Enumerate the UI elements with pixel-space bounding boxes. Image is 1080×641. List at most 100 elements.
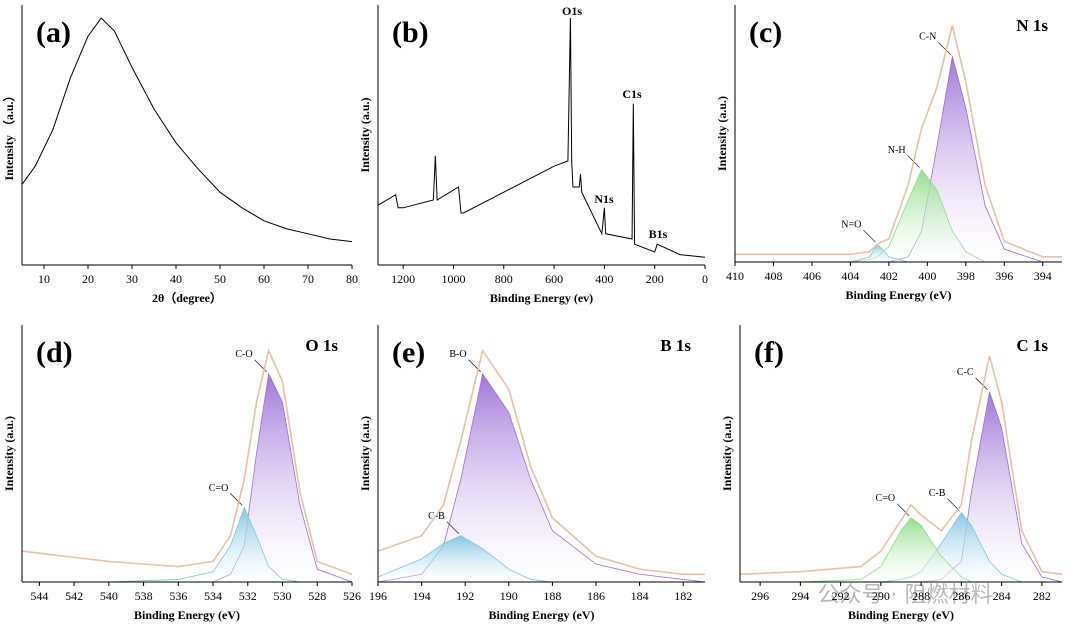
x-tick-label: 398: [957, 269, 975, 283]
x-tick-label: 800: [495, 272, 513, 286]
peak-label: C=O: [876, 493, 896, 504]
panel-label: (b): [392, 16, 429, 49]
x-axis-title: Binding Energy (eV): [848, 608, 954, 622]
x-axis-title: Binding Energy (eV): [488, 608, 594, 622]
peak-arrow: [896, 503, 910, 517]
x-tick-label: 538: [135, 589, 153, 603]
curve: [735, 25, 1062, 258]
x-tick-label: 290: [872, 589, 890, 603]
x-axis-title: Binding Energy (eV): [845, 288, 951, 302]
peak-arrow: [446, 521, 460, 535]
peak-area: [22, 372, 353, 583]
peak-label: N1s: [594, 192, 614, 206]
curve: [21, 17, 353, 243]
peak-area: [735, 168, 1062, 263]
panel-label: (f): [754, 336, 784, 369]
peak-label: C-C: [957, 367, 974, 378]
x-tick-label: 534: [204, 589, 222, 603]
x-tick-label: 528: [308, 589, 326, 603]
x-tick-label: 400: [595, 272, 613, 286]
peak-label: C-B: [428, 511, 445, 522]
x-tick-label: 0: [702, 272, 708, 286]
x-tick-label: 186: [587, 589, 605, 603]
x-tick-label: 600: [545, 272, 563, 286]
x-tick-label: 184: [631, 589, 649, 603]
y-axis-title: Intensity (a.u.): [715, 96, 729, 171]
x-tick-label: 542: [65, 589, 83, 603]
watermark: 公众号 · 阻燃材料: [818, 583, 993, 608]
curve: [377, 348, 705, 576]
curve: [21, 348, 353, 576]
x-tick-label: 296: [751, 589, 769, 603]
panel-title: O 1s: [305, 336, 338, 355]
x-tick-label: 540: [100, 589, 118, 603]
y-axis-title: Intensity （a.u.）: [1, 89, 16, 180]
y-axis-title: Intensity (a.u.): [358, 97, 372, 172]
x-tick-label: 530: [274, 589, 292, 603]
peak-label: N-H: [888, 145, 906, 156]
x-tick-label: 194: [413, 589, 431, 603]
x-tick-label: 400: [918, 269, 936, 283]
x-tick-label: 544: [30, 589, 48, 603]
x-tick-label: 394: [1034, 269, 1052, 283]
x-tick-label: 200: [646, 272, 664, 286]
peak-arrow: [230, 493, 243, 506]
x-tick-label: 1200: [391, 272, 415, 286]
x-tick-label: 396: [995, 269, 1013, 283]
panel-title: B 1s: [660, 336, 691, 355]
panel-label: (a): [36, 16, 71, 49]
y-axis-title: Intensity (a.u.): [720, 416, 734, 491]
x-tick-label: 40: [170, 272, 182, 286]
peak-arrow: [863, 229, 876, 243]
peak-label: C-N: [919, 32, 936, 43]
x-tick-label: 402: [880, 269, 898, 283]
x-tick-label: 30: [126, 272, 138, 286]
x-tick-label: 284: [993, 589, 1011, 603]
panel-label: (e): [392, 336, 425, 369]
x-tick-label: 70: [302, 272, 314, 286]
peak-label: C=O: [209, 483, 229, 494]
x-tick-label: 190: [500, 589, 518, 603]
x-tick-label: 196: [369, 589, 387, 603]
x-tick-label: 192: [456, 589, 474, 603]
peak-label: C1s: [622, 87, 642, 101]
x-tick-label: 536: [169, 589, 187, 603]
x-tick-label: 294: [791, 589, 809, 603]
peak-label: C-B: [929, 488, 946, 499]
x-tick-label: 282: [1033, 589, 1051, 603]
panel-title: C 1s: [1016, 336, 1048, 355]
peak-label: N=O: [841, 219, 861, 230]
curve: [739, 355, 1063, 576]
y-axis-title: Intensity (a.u.): [358, 416, 372, 491]
x-tick-label: 50: [214, 272, 226, 286]
x-tick-label: 404: [841, 269, 859, 283]
panel-label: (c): [749, 16, 782, 49]
panel-title: N 1s: [1016, 16, 1048, 35]
x-tick-label: 408: [764, 269, 782, 283]
peak-label: C-O: [235, 349, 252, 360]
x-tick-label: 406: [803, 269, 821, 283]
peak-label: O1s: [562, 4, 582, 18]
peak-area: [377, 372, 706, 583]
x-tick-label: 410: [726, 269, 744, 283]
x-axis-title: Binding Energy (ev): [490, 291, 593, 305]
x-tick-label: 10: [38, 272, 50, 286]
peak-arrow: [975, 377, 988, 391]
x-axis-title: Binding Energy (eV): [134, 608, 240, 622]
x-tick-label: 286: [952, 589, 970, 603]
x-tick-label: 60: [258, 272, 270, 286]
peak-label: B1s: [649, 227, 668, 241]
x-tick-label: 532: [239, 589, 257, 603]
x-axis-title: 2θ（degree）: [152, 290, 222, 305]
curve: [377, 17, 706, 258]
x-tick-label: 80: [346, 272, 358, 286]
x-tick-label: 526: [343, 589, 361, 603]
x-tick-label: 182: [674, 589, 692, 603]
peak-arrow: [947, 498, 960, 511]
panel-label: (d): [36, 336, 73, 369]
x-tick-label: 292: [832, 589, 850, 603]
y-axis-title: Intensity (a.u.): [2, 416, 16, 491]
x-tick-label: 1000: [441, 272, 465, 286]
x-tick-label: 288: [912, 589, 930, 603]
